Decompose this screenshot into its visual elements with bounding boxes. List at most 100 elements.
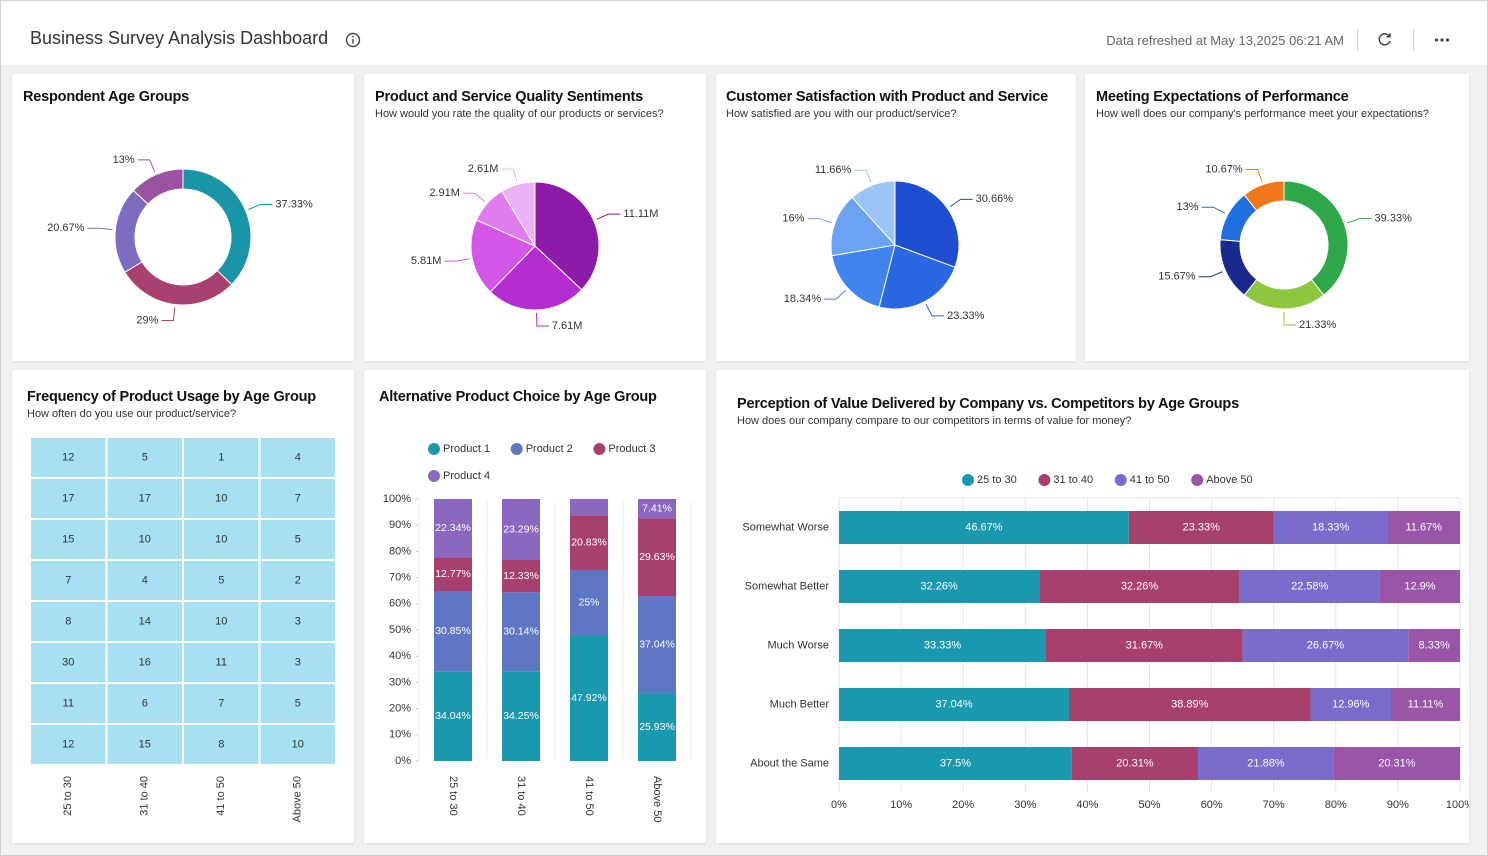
data-label: 23.33% <box>1183 521 1221 533</box>
heat-cell <box>105 723 184 766</box>
heat-cell <box>182 723 261 766</box>
chart-title: Frequency of Product Usage by Age Group <box>27 389 316 405</box>
header: Business Survey Analysis Dashboard Data … <box>1 1 1487 65</box>
bar-segment <box>839 629 1046 662</box>
bar-segment <box>1391 688 1460 721</box>
bar-segment <box>1242 629 1409 662</box>
bar-segment <box>434 671 472 761</box>
chart-panel: 0% 10% 20% 30% 40% 50% 60% 70% 80% 90% 100% 46.67% 2… <box>716 370 1469 843</box>
info-icon[interactable] <box>344 31 362 49</box>
data-label: 8.33% <box>1419 639 1450 651</box>
leader-line <box>949 198 973 208</box>
legend-marker <box>593 443 606 455</box>
separator <box>1357 29 1358 51</box>
bar-segment <box>1198 747 1334 780</box>
bar-segment <box>1128 511 1274 544</box>
heat-cell <box>182 682 261 725</box>
bar-segment <box>1045 629 1243 662</box>
data-label: 11.11M <box>623 208 658 220</box>
cell-value: 8 <box>65 615 71 627</box>
x-tick-label: 0% <box>831 799 847 811</box>
data-label: 33.33% <box>924 639 962 651</box>
data-label: 22.58% <box>1291 580 1329 592</box>
heat-cell <box>258 723 337 766</box>
slice <box>1243 278 1325 310</box>
cell-value: 7 <box>295 492 301 504</box>
slice <box>1219 239 1258 296</box>
x-tick-label: 30% <box>1014 799 1036 811</box>
heat-cell <box>258 600 337 643</box>
y-tick-label: 80% <box>389 545 411 557</box>
chart: 12 5 1 417 17 10 715 10 10 57 4 5 28 14 10 330 16 11 311 6 7… <box>29 436 337 822</box>
heat-cell <box>258 559 337 602</box>
leader-line <box>137 159 156 173</box>
data-label: 26.67% <box>1307 639 1345 651</box>
bar-segment <box>502 592 540 672</box>
cell-value: 10 <box>215 615 227 627</box>
column-label: 25 to 30 <box>62 776 74 816</box>
data-label: 38.89% <box>1171 698 1209 710</box>
leader-line <box>1283 311 1297 326</box>
cell-value: 4 <box>142 574 148 586</box>
data-label: 20.83% <box>571 536 607 548</box>
leader-line <box>444 258 470 262</box>
separator <box>1413 29 1414 51</box>
data-label: 12.33% <box>503 570 539 582</box>
slice <box>489 245 583 311</box>
leader-line <box>925 304 945 317</box>
data-label: 7.41% <box>642 502 672 514</box>
x-tick-label: 60% <box>1201 799 1223 811</box>
chart-panel: 30.66% 23.33% 18.34% 16% 11.66% Customer Sat… <box>716 74 1076 361</box>
bar-segment <box>1379 570 1460 603</box>
chart-subtitle: How well does our company's performance … <box>1096 108 1429 120</box>
leader-line <box>596 213 621 220</box>
data-label: 13% <box>113 154 135 166</box>
x-tick-label: 40% <box>1076 799 1098 811</box>
leader-line <box>87 227 113 231</box>
cell-value: 1 <box>218 451 224 463</box>
slice <box>182 168 252 286</box>
legend-marker <box>1038 474 1051 486</box>
bar-segment <box>1239 570 1380 603</box>
slice <box>124 261 233 306</box>
leader-line <box>161 307 176 321</box>
cell-value: 6 <box>142 697 148 709</box>
y-tick-label: Much Better <box>770 698 830 710</box>
column-label: 31 to 40 <box>139 776 151 816</box>
more-button[interactable] <box>1433 31 1451 49</box>
refresh-button[interactable] <box>1376 30 1394 48</box>
chart-title: Meeting Expectations of Performance <box>1096 89 1349 105</box>
slice <box>501 181 536 248</box>
legend-label: Product 1 <box>443 443 490 455</box>
heat-cell <box>105 518 184 561</box>
bar-segment <box>1069 688 1311 721</box>
slice <box>534 181 600 291</box>
data-label: 25% <box>578 596 599 608</box>
chart-panel: 11.11M 7.61M 5.81M 2.91M 2.61M Product and S… <box>364 74 706 361</box>
data-label: 37.5% <box>940 757 971 769</box>
x-tick-label: 41 to 50 <box>583 776 595 816</box>
heat-cell <box>29 477 108 520</box>
cell-value: 3 <box>295 615 301 627</box>
data-label: 22.34% <box>435 522 471 534</box>
data-label: 20.67% <box>47 222 85 234</box>
leader-line <box>824 289 847 300</box>
slice <box>1283 180 1349 296</box>
x-tick-label: 70% <box>1263 799 1285 811</box>
chart-panel: 0% 10% 20% 30% 40% 50% 60% 70% 80% 90% 100% 34.04% 3… <box>364 370 706 843</box>
legend-marker <box>428 470 440 482</box>
leader-line <box>1198 271 1223 278</box>
leader-line <box>807 218 832 224</box>
chart-subtitle: How satisfied are you with our product/s… <box>726 108 957 120</box>
y-tick-label: 50% <box>389 624 411 636</box>
bar-segment <box>1387 511 1460 544</box>
data-label: 16% <box>782 213 804 225</box>
data-label: 12.9% <box>1404 580 1435 592</box>
data-label: 20.31% <box>1378 757 1416 769</box>
bar-segment <box>1408 629 1460 662</box>
dashboard-title: Business Survey Analysis Dashboard <box>30 28 329 48</box>
data-label: 29.63% <box>639 551 675 563</box>
heat-cell <box>258 641 337 684</box>
legend-label: 31 to 40 <box>1053 474 1093 486</box>
data-label: 30.14% <box>503 626 539 638</box>
